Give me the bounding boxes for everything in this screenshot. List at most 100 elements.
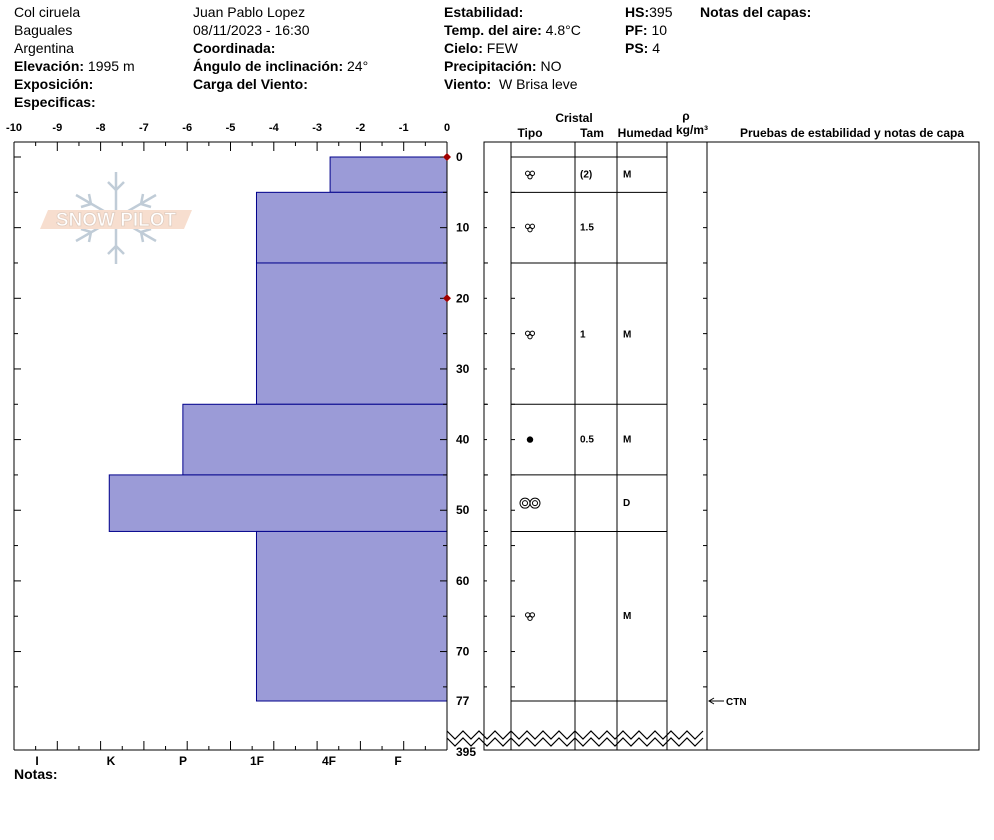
hs-field: HS:395	[625, 3, 672, 21]
layer-size: 1.5	[580, 223, 594, 234]
depth-label: 50	[456, 503, 470, 517]
observation-datetime: 08/11/2023 - 16:30	[193, 22, 310, 38]
crystal-header: Cristal	[555, 111, 592, 125]
depth-break-line	[446, 737, 704, 747]
depth-label: 70	[456, 645, 470, 659]
temperature-point	[443, 153, 451, 161]
layer-moisture: M	[623, 435, 631, 446]
layer-size: 1	[580, 330, 586, 341]
temp-tick-label: -2	[356, 122, 366, 134]
pf-label: PF:	[625, 22, 648, 38]
hardness-label-4f: 4F	[322, 754, 336, 768]
sky-value: FEW	[486, 40, 518, 56]
hardness-label-1f: 1F	[250, 754, 264, 768]
melt-forms-icon	[519, 497, 541, 509]
temp-tick-label: -6	[182, 122, 192, 134]
test-arrow-head	[708, 697, 715, 705]
slope-label: Ángulo de inclinación:	[193, 58, 344, 74]
pf-value: 10	[651, 22, 668, 38]
tests-header: Pruebas de estabilidad y notas de capa	[740, 126, 964, 140]
layer-moisture: D	[623, 498, 630, 509]
stability-label: Estabilidad:	[444, 4, 524, 20]
depth-label: 77	[456, 694, 470, 708]
hardness-label-i: I	[35, 754, 38, 768]
density-unit-header: kg/m³	[676, 123, 708, 137]
hardness-bar-1	[329, 156, 448, 193]
depth-label: 40	[456, 433, 470, 447]
moisture-header: Humedad	[618, 126, 673, 140]
air-temp-field: Temp. del aire: 4.8°C	[444, 21, 581, 39]
temp-tick-label: -1	[399, 122, 409, 134]
rho-header: ρ	[682, 109, 689, 123]
rounded-grains-icon	[525, 223, 535, 233]
melt-outer-circle	[519, 497, 531, 509]
snowpilot-logo: SNOW PILOT	[40, 172, 192, 264]
hardness-bars	[108, 156, 448, 702]
depth-label: 0	[456, 150, 463, 164]
hardness-axis: I K P 1F 4F F	[35, 754, 401, 768]
depth-break-line	[446, 730, 704, 740]
layer-size: (2)	[580, 170, 592, 181]
wind-field: Viento: W Brisa leve	[444, 75, 578, 93]
temp-tick-label: -5	[226, 122, 236, 134]
depth-label: 20	[456, 291, 470, 305]
grain-circle	[527, 226, 533, 233]
notes-label: Notas:	[14, 766, 58, 782]
hs-value: 395	[649, 4, 673, 20]
melt-inner-circle	[522, 500, 528, 507]
elevation-label: Elevación:	[14, 58, 85, 74]
rounded-grains-icon	[525, 170, 535, 180]
melt-outer-circle	[529, 497, 541, 509]
specifics-label: Especificas:	[14, 94, 96, 110]
country-name: Argentina	[14, 40, 74, 56]
ps-value: 4	[652, 40, 661, 56]
elevation-field: Elevación: 1995 m	[14, 57, 135, 75]
temp-tick-label: 0	[444, 122, 450, 134]
layer-notes-label: Notas del capas:	[700, 4, 812, 20]
layer-moisture: M	[623, 170, 631, 181]
hardness-label-p: P	[179, 754, 187, 768]
temp-tick-label: -3	[312, 122, 322, 134]
wind-load-label: Carga del Viento:	[193, 76, 308, 92]
sky-field: Cielo: FEW	[444, 39, 518, 57]
temperature-profile	[443, 153, 451, 303]
table-frame	[483, 141, 980, 751]
air-temp-label: Temp. del aire:	[444, 22, 542, 38]
depth-label: 10	[456, 221, 470, 235]
pf-field: PF: 10	[625, 21, 667, 39]
location-name: Col ciruela	[14, 4, 81, 20]
depth-bottom-label: 395	[456, 745, 476, 759]
precip-value: NO	[540, 58, 562, 74]
depth-axis: 0 10 20 30 40 50 60 70 77 395	[14, 150, 476, 759]
sky-label: Cielo:	[444, 40, 483, 56]
grain-circle	[527, 615, 533, 621]
temp-tick-label: -8	[96, 122, 106, 134]
stability-tests: CTN	[708, 697, 747, 708]
layer-size: 0.5	[580, 435, 594, 446]
hardness-label-f: F	[394, 754, 401, 768]
hardness-bar-6	[255, 530, 448, 702]
rounded-grains-icon	[525, 330, 535, 340]
size-header: Tam	[580, 126, 604, 140]
temp-tick-label: -9	[52, 122, 62, 134]
hardness-bar-3	[255, 262, 448, 405]
temperature-axis: -10 -9 -8 -7 -6 -5 -4 -3 -2 -1 0	[6, 122, 450, 750]
ps-field: PS: 4	[625, 39, 660, 57]
stability-field: Estabilidad:	[444, 3, 523, 21]
wind-label: Viento:	[444, 76, 492, 92]
temp-tick-label: -10	[6, 122, 22, 134]
air-temp-value: 4.8°C	[545, 22, 581, 38]
logo-text: SNOW PILOT	[56, 210, 177, 231]
graupel-dot	[526, 436, 534, 443]
temp-tick-label: -7	[139, 122, 149, 134]
grain-circle	[527, 173, 533, 180]
aspect-field: Exposición:	[14, 75, 93, 93]
temp-tick-label: -4	[269, 122, 280, 134]
rounded-grains-icon	[525, 612, 535, 621]
aspect-label: Exposición:	[14, 76, 94, 92]
depth-label: 30	[456, 362, 470, 376]
hardness-label-k: K	[107, 754, 116, 768]
coordinate-label: Coordinada:	[193, 40, 276, 56]
test-label: CTN	[726, 697, 747, 708]
